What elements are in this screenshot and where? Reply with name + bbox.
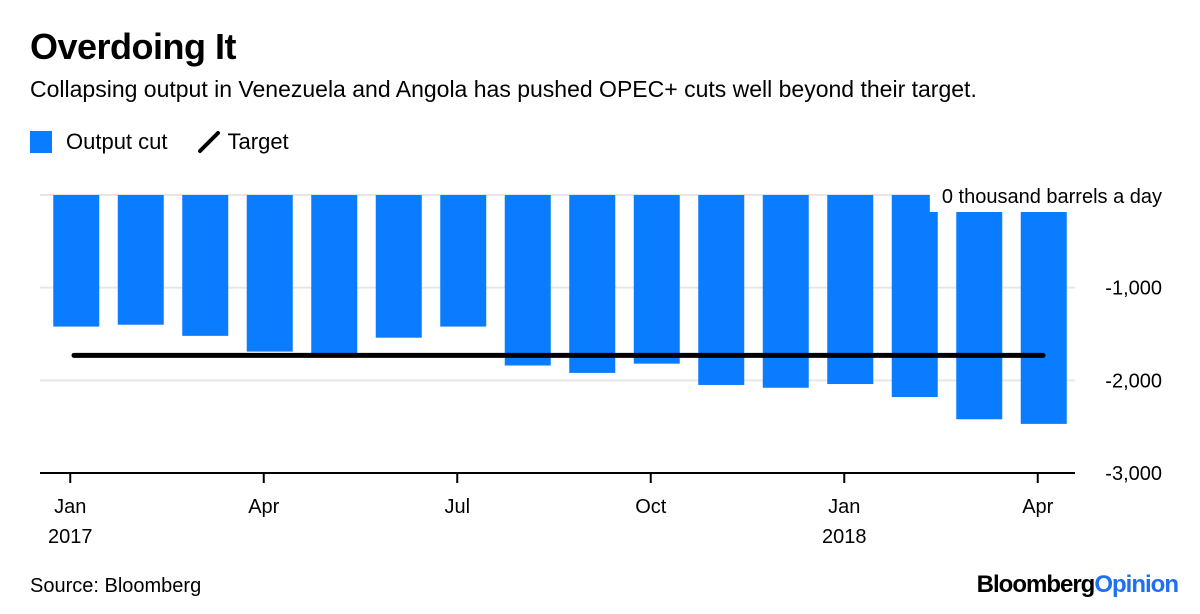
y-tick-label: -3,000 [1105,463,1162,485]
legend-swatch-line-icon [197,131,220,153]
bar [504,195,551,366]
brand-name: Bloomberg [976,571,1096,598]
legend-swatch-bar [30,131,52,153]
bar [827,195,874,385]
bar [762,195,809,388]
legend: Output cut Target [30,128,319,156]
x-tick-label: Jan [828,496,860,518]
x-tick-label: Jul [444,496,470,518]
brand-suffix: Opinion [1094,571,1179,598]
bar [246,195,293,352]
y-tick-label: -2,000 [1105,370,1162,392]
bar [375,195,422,338]
bar [440,195,487,327]
y-tick-label: -1,000 [1105,278,1162,300]
x-tick-label: Jan [54,496,86,518]
chart-subtitle: Collapsing output in Venezuela and Angol… [30,76,977,102]
bar [117,195,164,325]
x-tick-label: Apr [1022,496,1053,518]
bar [891,195,938,398]
bar [569,195,616,373]
bar [1020,195,1067,424]
legend-label-target: Target [227,129,289,154]
x-tick-label: Apr [248,496,279,518]
bar [53,195,100,327]
legend-label-output-cut: Output cut [66,129,168,154]
x-tick-year-label: 2018 [822,526,867,548]
bar [182,195,229,336]
brand-logo: BloombergOpinion [976,571,1179,599]
bar [311,195,358,356]
legend-item-output-cut: Output cut [30,129,168,155]
legend-item-target: Target [197,129,289,155]
bar [956,195,1003,420]
source-note: Source: Bloomberg [30,575,202,597]
x-tick-year-label: 2017 [48,526,93,548]
unit-label: 0 thousand barrels a day [942,186,1162,208]
unit-label-background [929,182,1174,212]
chart-title: Overdoing It [30,26,237,67]
x-tick-label: Oct [635,496,667,518]
bar [633,195,680,364]
